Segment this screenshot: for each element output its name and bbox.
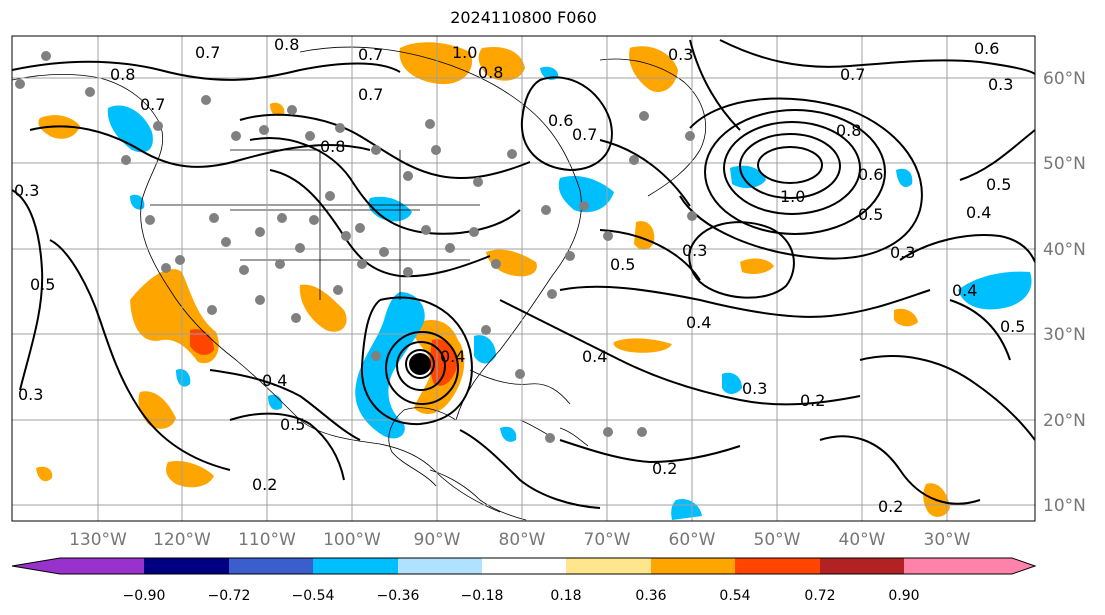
lat-label: 40°N [1043, 240, 1086, 260]
colorbar-segment [229, 558, 313, 574]
colorbar-tick: 0.72 [804, 588, 835, 604]
lon-label: 30°W [924, 530, 971, 550]
coastlines [12, 46, 707, 521]
colorbar: −0.90 −0.72 −0.54 −0.36 −0.18 0.18 0.36 … [11, 557, 1037, 604]
lon-label: 110°W [238, 530, 296, 550]
latitude-labels: 60°N 50°N 40°N 30°N 20°N 10°N [1043, 69, 1086, 516]
contour-label: 0.4 [966, 203, 991, 222]
contour-label: 0.2 [878, 497, 903, 516]
colorbar-tick: −0.18 [461, 588, 504, 604]
contour-label: 0.4 [582, 347, 607, 366]
contour-label: 0.2 [252, 475, 277, 494]
colorbar-segment [651, 558, 735, 574]
colorbar-segment [735, 558, 820, 574]
contour-label: 1.0 [780, 187, 805, 206]
contour-value-labels: 0.8 0.7 0.8 0.7 1.0 0.8 0.3 0.6 0.7 0.3 … [14, 35, 1025, 516]
contour-label: 0.4 [686, 313, 711, 332]
lon-label: 120°W [153, 530, 211, 550]
contour-label: 0.6 [974, 39, 999, 58]
colorbar-tick: 0.54 [719, 588, 750, 604]
contour-label: 0.6 [548, 111, 573, 130]
colorbar-tick: −0.72 [208, 588, 251, 604]
contour-label: 0.5 [986, 175, 1011, 194]
contour-label: 0.7 [840, 65, 865, 84]
contour-label: 0.4 [952, 281, 977, 300]
colorbar-tick: −0.36 [377, 588, 420, 604]
storm-center-marker [409, 353, 431, 375]
colorbar-segments [12, 558, 1035, 574]
colorbar-extend-max [1012, 558, 1035, 574]
lon-label: 80°W [499, 530, 546, 550]
colorbar-segment [313, 558, 398, 574]
contour-label: 0.3 [742, 379, 767, 398]
lon-label: 70°W [584, 530, 631, 550]
lat-label: 30°N [1043, 325, 1086, 345]
contour-label: 0.3 [14, 181, 39, 200]
contour-label: 0.3 [890, 243, 915, 262]
lon-label: 40°W [839, 530, 886, 550]
contour-label: 0.8 [110, 65, 135, 84]
contour-label: 0.6 [858, 165, 883, 184]
colorbar-segment [820, 558, 904, 574]
map-title: 2024110800 F060 [450, 8, 597, 27]
contour-label: 0.3 [682, 241, 707, 260]
colorbar-tick: 0.36 [635, 588, 666, 604]
colorbar-tick-labels: −0.90 −0.72 −0.54 −0.36 −0.18 0.18 0.36 … [123, 588, 920, 604]
station-markers [15, 51, 697, 443]
colorbar-segment [482, 558, 566, 574]
colorbar-segment [566, 558, 651, 574]
colorbar-segment [60, 558, 144, 574]
lon-label: 50°W [754, 530, 801, 550]
contour-label: 0.3 [988, 75, 1013, 94]
colorbar-extend-min [12, 558, 60, 574]
contour-label: 0.8 [274, 35, 299, 54]
contour-label: 0.8 [478, 63, 503, 82]
contour-label: 0.7 [140, 95, 165, 114]
colorbar-tick: −0.54 [292, 588, 335, 604]
lon-label: 60°W [669, 530, 716, 550]
contour-label: 0.2 [652, 459, 677, 478]
colorbar-segment [904, 558, 1012, 574]
colorbar-segment [144, 558, 229, 574]
contour-label: 0.5 [610, 255, 635, 274]
longitude-labels: 130°W 120°W 110°W 100°W 90°W 80°W 70°W 6… [69, 530, 971, 550]
lon-label: 100°W [323, 530, 381, 550]
lon-label: 130°W [69, 530, 127, 550]
contour-label: 0.3 [668, 45, 693, 64]
lat-label: 60°N [1043, 69, 1086, 89]
contour-label: 0.7 [195, 43, 220, 62]
contour-label: 0.5 [858, 205, 883, 224]
contour-label: 0.7 [358, 85, 383, 104]
contour-label: 0.8 [836, 121, 861, 140]
lat-lon-grid [12, 36, 1035, 521]
lat-label: 50°N [1043, 154, 1086, 174]
contour-label: 0.2 [800, 391, 825, 410]
colorbar-tick: −0.90 [123, 588, 166, 604]
contour-label: 0.7 [358, 45, 383, 64]
colorbar-segment [398, 558, 482, 574]
contour-label: 0.5 [280, 415, 305, 434]
map-border [11, 35, 1036, 522]
contour-label: 1.0 [452, 43, 477, 62]
colorbar-tick: 0.18 [550, 588, 581, 604]
contour-label: 0.5 [30, 275, 55, 294]
contour-lines [12, 39, 1035, 509]
lat-label: 10°N [1043, 496, 1086, 516]
lon-label: 90°W [414, 530, 461, 550]
colorbar-tick: 0.90 [888, 588, 919, 604]
contour-label: 0.4 [262, 371, 287, 390]
contour-label: 0.7 [572, 125, 597, 144]
lat-label: 20°N [1043, 411, 1086, 431]
contour-label: 0.3 [18, 385, 43, 404]
contour-label: 0.5 [1000, 317, 1025, 336]
contour-label: 0.8 [320, 137, 345, 156]
contour-label: 0.4 [440, 347, 465, 366]
